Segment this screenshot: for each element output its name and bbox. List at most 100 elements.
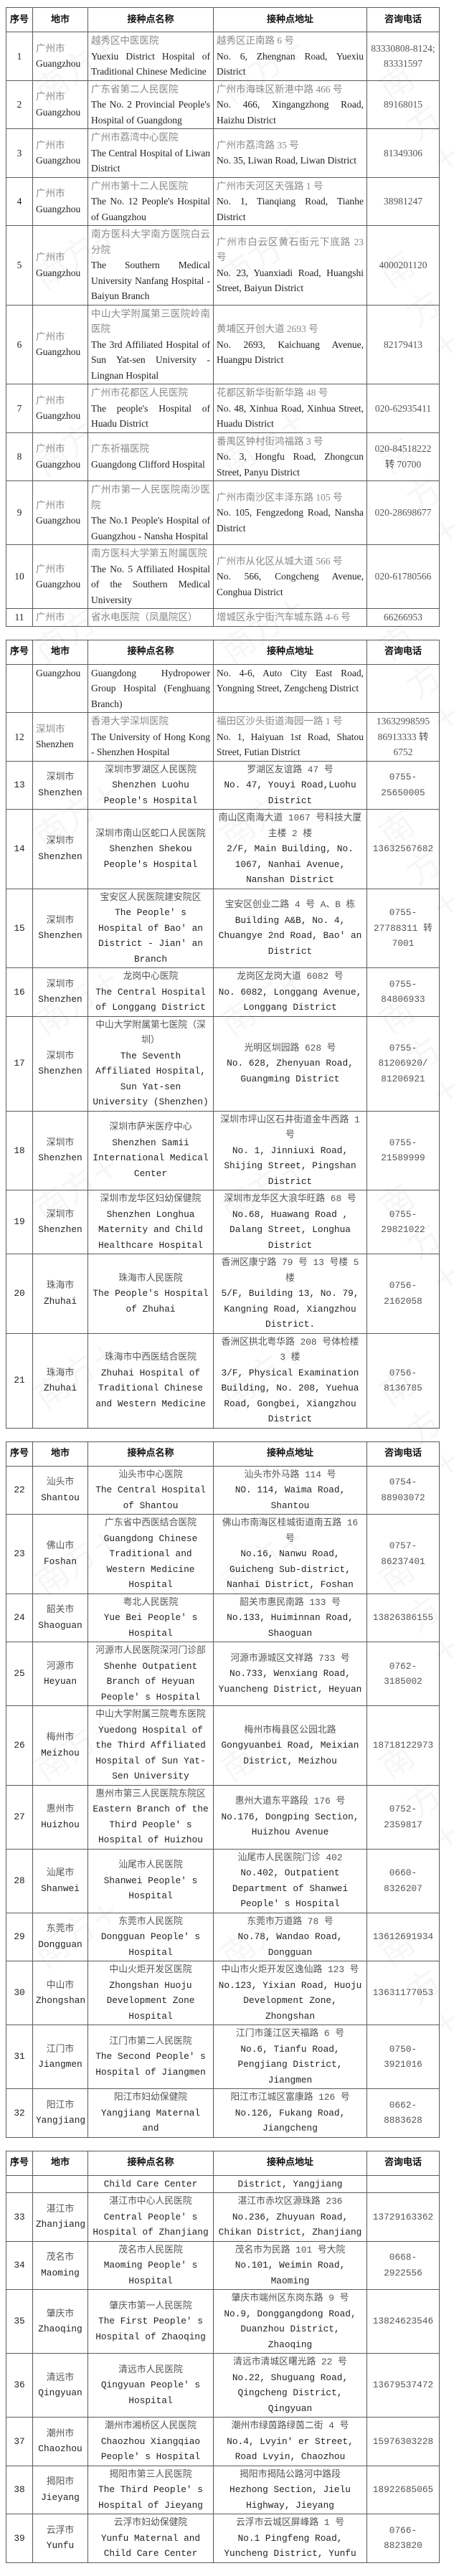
city-zh: 江门市 (46, 2043, 75, 2055)
sites-table-page-2: 序号 地市 接种点名称 接种点地址 咨询电话 Guangzhou Guangdong Hyd… (6, 639, 440, 1429)
site-address-en: District, Yangjiang (237, 2178, 343, 2189)
site-address-cell: 广州市南沙区丰泽东路 105 号 No. 105, Fengzedong Road… (213, 480, 367, 545)
phone-cell: 15976303228 (366, 2417, 440, 2466)
table-row: 16 深圳市 Shenzhen 龙岗中心医院 The Central Hospital … (6, 967, 440, 1017)
site-name-cell: 南方医科大学南方医院白云分院 The Southern Medical Unive… (87, 225, 214, 306)
row-number: 20 (6, 1254, 33, 1334)
phone-cell: 020-61780566 (366, 544, 440, 609)
city-en: Shenzhen (38, 930, 82, 942)
site-name-en: The No. 5 Affiliated Hospital of the Sou… (91, 563, 210, 605)
city-en: Guangzhou (36, 58, 81, 70)
phone-cell (366, 663, 440, 713)
row-number: 24 (6, 1593, 33, 1642)
table-row: 4 广州市 Guangzhou 广州市第十二人民医院 The No. 12 People… (6, 176, 440, 226)
city-cell: 深圳市 Shenzhen (32, 1015, 88, 1112)
city-zh: 广州市 (36, 394, 65, 406)
phone-cell: 13826386155 (366, 1593, 440, 1642)
row-number: 18 (6, 1110, 33, 1190)
site-name-en: Yangjiang Maternal and (100, 2107, 201, 2134)
site-address-en: No. 2693, Kaichuang Avenue, Huangpu Dist… (217, 338, 364, 366)
site-name-en: Shanwei People' s Hospital (103, 1875, 198, 1902)
city-en: Shenzhen (38, 1152, 82, 1164)
site-name-en: Dongguan People' s Hospital (100, 1931, 201, 1958)
site-name-cell: 阳江市妇幼保健院 Yangjiang Maternal and (87, 2088, 214, 2138)
site-address-zh: 广州市海珠区新港中路 466 号 (217, 83, 343, 95)
site-address-cell: 广州市白云区黄石街元下底路 23 号 No. 23, Yuanxiadi Road… (213, 225, 367, 306)
site-address-cell: 广州市海珠区新港中路 466 号 No. 466, Xingangzhong Ro… (213, 80, 367, 129)
site-address-en: No. 466, Xingangzhong Road, Haizhu Distr… (217, 99, 364, 126)
site-address-cell: 香洲区康宁路 79 号 13 号楼 5 楼 5/F, Building 13, N… (213, 1254, 367, 1334)
city-zh: 深圳市 (46, 978, 75, 990)
city-en: Yangjiang (36, 2115, 86, 2126)
header-city: 地市 (32, 7, 88, 32)
table-row: Child Care Center District, Yangjiang (6, 2174, 440, 2193)
city-cell: 梅州市 Meizhou (32, 1705, 88, 1786)
table-row: 6 广州市 Guangzhou 中山大学附属第三医院岭南医院 The 3rd Affil… (6, 304, 440, 384)
table-row: 14 深圳市 Shenzhen 深圳市南山区蛇口人民医院 Shenzhen Shekou… (6, 809, 440, 889)
site-name-zh: 清远市人民医院 (118, 2364, 183, 2375)
site-name-cell: Guangdong Hydropower Group Hospital (Fen… (87, 663, 214, 713)
site-name-cell: 中山大学附属第七医院（深圳） The Seventh Affiliated Hos… (87, 1015, 214, 1112)
site-address-cell: 潮州市绿茵路绿茵二街 4 号 No.4, Lvyin' er Street, Ro… (213, 2417, 367, 2466)
site-name-cell: 广州市第十二人民医院 The No. 12 People's Hospital o… (87, 176, 214, 226)
phone-cell: 020-84518222 转 70700 (366, 432, 440, 481)
site-name-cell: 深圳市罗湖区人民医院 Shenzhen Luohu People's Hospit… (87, 760, 214, 810)
city-zh: 汕尾市 (46, 1867, 75, 1878)
city-en: Jieyang (41, 2491, 80, 2503)
site-name-cell: 越秀区中医医院 Yuexiu District Hospital of Tradi… (87, 32, 214, 81)
site-name-en: Qingyuan People' s Hospital (100, 2380, 201, 2406)
site-address-zh: 龙岗区龙岗大道 6082 号 (237, 971, 344, 982)
city-cell: 深圳市 Shenzhen (32, 712, 88, 762)
table-row: 30 中山市 Zhongshan 中山火炬开发区医院 Zhongshan Huoju D… (6, 1961, 440, 2025)
site-address-en: No.78, Wandao Road, Dongguan (237, 1931, 343, 1958)
table-row: 1 广州市 Guangzhou 越秀区中医医院 Yuexiu District Hosp… (6, 32, 440, 81)
table-row: 36 清远市 Qingyuan 清远市人民医院 Qingyuan People' s H… (6, 2353, 440, 2418)
city-zh: 珠海市 (46, 1280, 75, 1292)
site-address-zh: 韶关市惠民南路 133 号 (240, 1596, 341, 1608)
site-name-zh: 龙岗中心医院 (123, 971, 179, 982)
site-name-cell: 深圳市萨米医疗中心 Shenzhen Samii International Me… (87, 1110, 214, 1190)
table-row: 29 东莞市 Dongguan 东莞市人民医院 Dongguan People' s H… (6, 1912, 440, 1961)
site-address-en: No.22, Shuguang Road, Qingcheng District… (232, 2372, 349, 2414)
city-zh: 深圳市 (46, 772, 75, 783)
site-name-en: The Central Hospital of Liwan District (91, 147, 210, 174)
site-name-zh: 广东祈福医院 (91, 443, 149, 455)
site-address-cell: 广州市天河区天强路 1 号 No. 1, Tianqiang Road, Tian… (213, 176, 367, 226)
city-zh: 广州市 (36, 139, 65, 151)
city-zh: 韶关市 (46, 1604, 75, 1616)
site-address-cell: 花都区新华街新华路 48 号 No. 48, Xinhua Road, Xinhu… (213, 384, 367, 433)
site-address-en: No. 4-6, Auto City East Road, Yongning S… (217, 667, 364, 694)
site-address-zh: 越秀区正南路 6 号 (217, 35, 294, 46)
site-address-cell: 茂名市为民路 101 号大院 No.101, Weimin Road, Maomi… (213, 2240, 367, 2290)
phone-cell: 13824623546 (366, 2289, 440, 2354)
sites-table-page-3: 序号 地市 接种点名称 接种点地址 咨询电话 22 汕头市 Shantou 汕头市中心医院 The… (6, 1441, 440, 2138)
site-address-en: 5/F, Building 13, No. 79, Kangning Road,… (221, 1288, 359, 1330)
site-address-en: No. 3, Hongfu Road, Zhongcun Street, Pan… (217, 451, 364, 478)
row-number: 6 (6, 304, 33, 384)
site-name-cell: 江门市第二人民医院 The Second People' s Hospital o… (87, 2025, 214, 2089)
city-cell: 珠海市 Zhuhai (32, 1254, 88, 1334)
site-name-en: Yue Bei People' s Hospital (103, 1612, 198, 1639)
table-row: 13 深圳市 Shenzhen 深圳市罗湖区人民医院 Shenzhen Luohu Pe… (6, 760, 440, 810)
site-name-cell: 粤北人民医院 Yue Bei People' s Hospital (87, 1593, 214, 1642)
site-address-zh: 香洲区拱北粤华路 208 号体检楼 3 楼 (221, 1336, 359, 1363)
city-zh: 珠海市 (46, 1367, 75, 1378)
site-name-cell: 清远市人民医院 Qingyuan People' s Hospital (87, 2353, 214, 2418)
site-address-cell: No. 4-6, Auto City East Road, Yongning S… (213, 663, 367, 713)
site-address-cell: 龙岗区龙岗大道 6082 号 No. 6082, Longgang Avenue,… (213, 967, 367, 1017)
site-address-zh: 云浮市云城区屏峰路 1 号 (235, 2517, 344, 2528)
site-address-en: No.176, Dongping Section, Huizhou Avenue (221, 1811, 359, 1838)
site-name-cell: 深圳市南山区蛇口人民医院 Shenzhen Shekou People's Hos… (87, 809, 214, 889)
site-address-cell: 中山市火炬开发区逸仙路 123 号 No.123, Yixian Road, Hu… (213, 1961, 367, 2025)
site-address-zh: 惠州大道东平路段 176 号 (235, 1796, 346, 1807)
phone-cell: 18922685065 (366, 2465, 440, 2514)
site-name-en: Central People' s Hospital of Zhanjiang (93, 2211, 209, 2238)
header-no: 序号 (6, 2150, 33, 2176)
site-address-cell: 佛山市南海区桂城街道南五路 16 号 No.16, Nanwu Road, Gui… (213, 1514, 367, 1594)
site-name-cell: 珠海市中西医结合医院 Zhuhai Hospital of Traditional… (87, 1332, 214, 1429)
city-zh: 深圳市 (46, 1208, 75, 1220)
site-name-en: Shenzhen Samii International Medical Cen… (93, 1137, 209, 1179)
site-name-zh: 中山大学附属第七医院（深圳） (95, 1019, 206, 1046)
city-zh: 佛山市 (46, 1540, 75, 1552)
site-name-zh: 南方医科大学南方医院白云分院 (91, 229, 210, 255)
